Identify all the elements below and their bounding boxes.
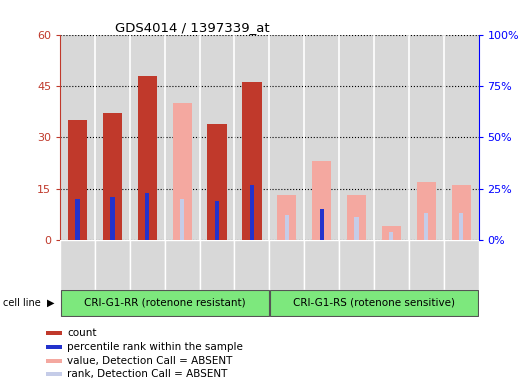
Text: rank, Detection Call = ABSENT: rank, Detection Call = ABSENT (67, 369, 228, 379)
Bar (208, 124, 226, 240)
Text: cell line  ▶: cell line ▶ (3, 298, 54, 308)
Bar (444, 240, 479, 290)
Bar (417, 182, 436, 240)
Bar (110, 197, 115, 240)
Bar (180, 199, 184, 240)
Bar (339, 240, 374, 290)
Bar (68, 120, 87, 240)
Bar (277, 195, 297, 240)
Bar (215, 201, 219, 240)
Bar (320, 209, 324, 240)
Bar (424, 213, 428, 240)
Text: value, Detection Call = ABSENT: value, Detection Call = ABSENT (67, 356, 233, 366)
Bar (46, 372, 63, 376)
Bar (46, 359, 63, 362)
Bar (409, 240, 444, 290)
Bar (347, 195, 366, 240)
Bar (234, 240, 269, 290)
Bar (103, 113, 122, 240)
Bar (459, 213, 463, 240)
Text: percentile rank within the sample: percentile rank within the sample (67, 342, 243, 352)
Bar (173, 103, 192, 240)
Bar (389, 232, 393, 240)
Bar (312, 161, 331, 240)
Bar (145, 193, 150, 240)
Bar (46, 331, 63, 335)
Bar (269, 240, 304, 290)
Bar (130, 240, 165, 290)
Bar (285, 215, 289, 240)
Bar (95, 240, 130, 290)
Bar (165, 240, 200, 290)
Bar (451, 185, 471, 240)
Bar (304, 240, 339, 290)
Text: CRI-G1-RR (rotenone resistant): CRI-G1-RR (rotenone resistant) (84, 298, 246, 308)
Bar (355, 217, 359, 240)
Bar (242, 83, 262, 240)
Bar (320, 209, 324, 240)
Bar (250, 185, 254, 240)
Bar (270, 290, 478, 316)
Text: GDS4014 / 1397339_at: GDS4014 / 1397339_at (115, 21, 270, 34)
Text: count: count (67, 328, 97, 338)
Bar (138, 76, 157, 240)
Bar (75, 199, 79, 240)
Bar (60, 240, 95, 290)
Bar (382, 226, 401, 240)
Bar (374, 240, 409, 290)
Bar (200, 240, 234, 290)
Bar (61, 290, 269, 316)
Text: CRI-G1-RS (rotenone sensitive): CRI-G1-RS (rotenone sensitive) (293, 298, 455, 308)
Bar (46, 345, 63, 349)
